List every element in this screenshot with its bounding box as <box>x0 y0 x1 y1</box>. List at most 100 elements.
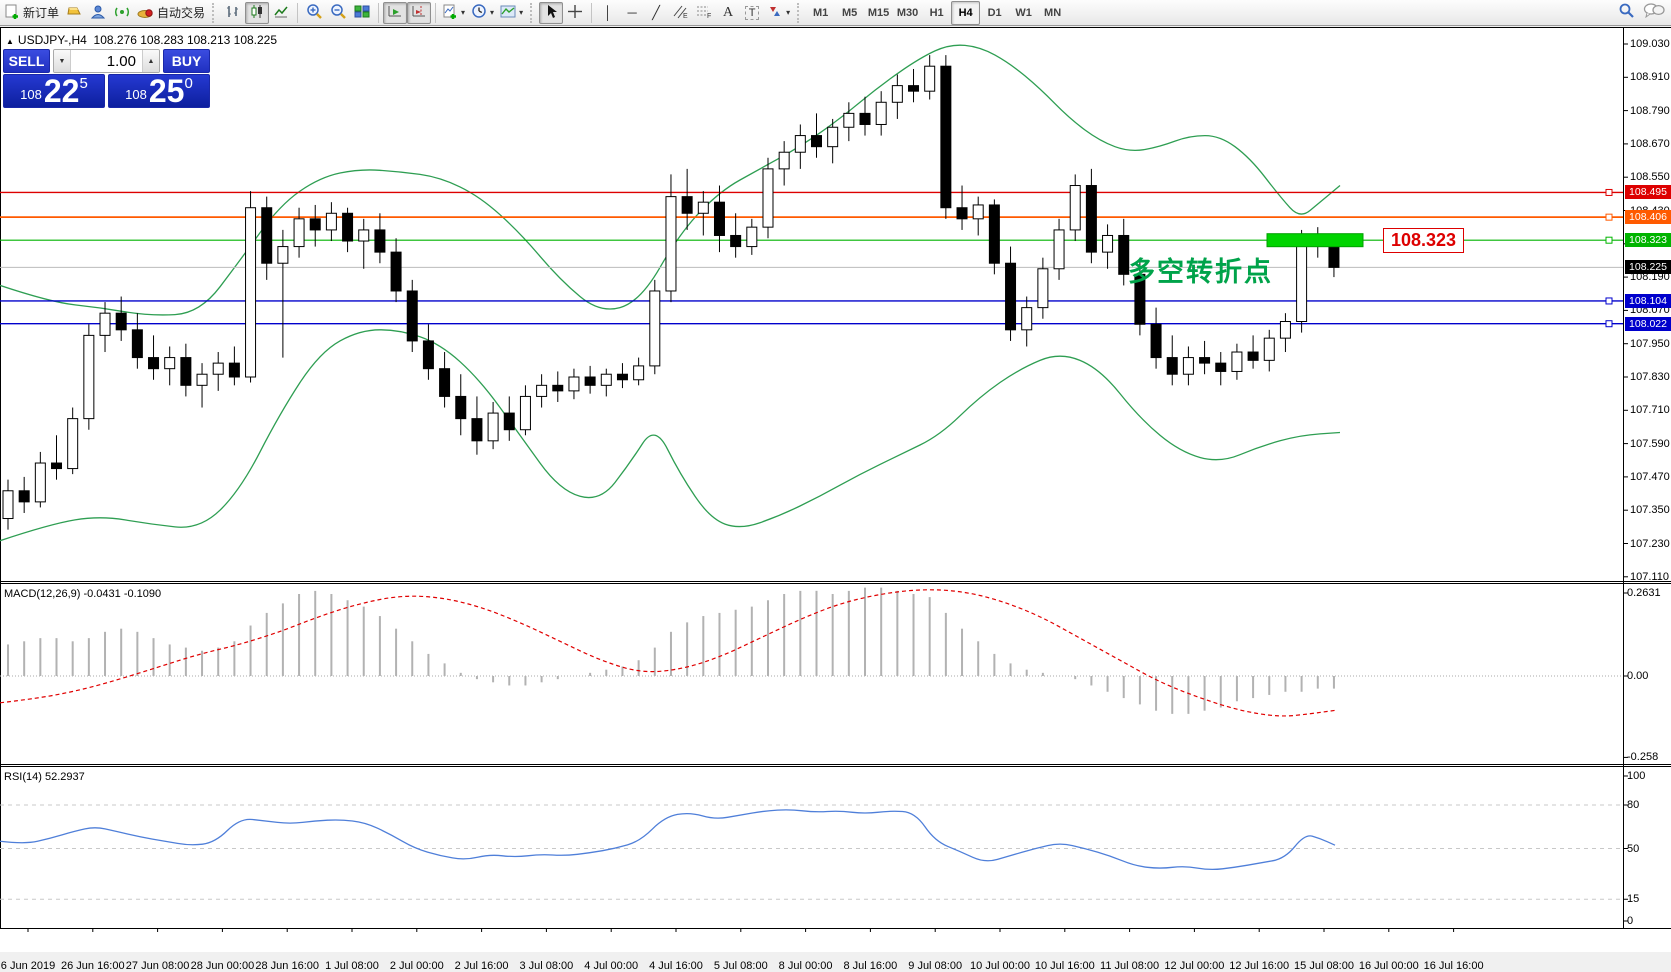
fibonacci-button[interactable]: F <box>692 2 716 24</box>
timeframe-m1[interactable]: M1 <box>812 6 829 19</box>
price-line-tag: 108.104 <box>1625 293 1671 308</box>
indicators-icon <box>443 4 458 22</box>
price-tick: 107.110 <box>1630 570 1669 583</box>
rsi-scale-tick: 100 <box>1627 770 1646 782</box>
candle <box>1263 337 1275 361</box>
volume-input[interactable] <box>71 50 142 72</box>
macd-scale-tick: 0.2631 <box>1627 586 1661 599</box>
svg-text:E: E <box>683 13 688 19</box>
timeframe-m15[interactable]: M15 <box>867 6 890 19</box>
candle <box>1134 273 1146 325</box>
candle <box>245 207 257 378</box>
buy-price-panel[interactable]: 108 25 0 <box>108 74 210 108</box>
candle <box>196 373 208 386</box>
candle <box>277 246 289 264</box>
tile-windows-icon <box>354 4 370 22</box>
vertical-line-button[interactable]: │ <box>596 2 620 24</box>
timeframe-mn[interactable]: MN <box>1044 6 1062 19</box>
candle <box>1085 185 1097 253</box>
chart-shift-button[interactable] <box>407 1 432 24</box>
timeframe-m5[interactable]: M5 <box>841 6 858 19</box>
timeframe-d1[interactable]: D1 <box>987 6 1002 19</box>
rsi-line <box>0 809 1336 871</box>
rsi-scale-tick: 15 <box>1627 893 1640 906</box>
candle <box>1199 357 1211 364</box>
chat-icon[interactable] <box>1643 2 1665 23</box>
signals-button[interactable] <box>110 2 134 24</box>
ohlc-values: 108.276 108.283 108.213 108.225 <box>93 33 278 47</box>
price-tick: 107.590 <box>1630 437 1670 450</box>
horizontal-line-button[interactable]: ─ <box>620 2 644 24</box>
macd-layer <box>0 587 1623 717</box>
candle <box>1069 185 1081 231</box>
candle <box>713 201 725 236</box>
timeframe-m30[interactable]: M30 <box>896 6 919 19</box>
collapse-panel-icon[interactable]: ▲ <box>6 37 14 46</box>
text-label-button[interactable]: T <box>740 2 764 24</box>
candle <box>940 65 952 209</box>
candle <box>148 357 160 370</box>
timeframe-group: M1 M5 M15 M30 H1 H4 D1 W1 MN <box>806 0 1067 25</box>
buy-button[interactable]: BUY <box>163 49 210 73</box>
text-button[interactable]: A <box>716 2 740 24</box>
candle <box>811 135 822 148</box>
toolbar-grip[interactable] <box>212 2 217 23</box>
templates-button[interactable]: ▾ <box>497 2 526 24</box>
arrows-button[interactable]: ▾ <box>764 2 793 24</box>
candle <box>956 207 968 220</box>
timeframe-h1[interactable]: H1 <box>929 6 944 19</box>
equidistant-channel-button[interactable]: E <box>668 2 692 24</box>
toolbar-separator <box>591 2 593 23</box>
trendline-button[interactable]: ╱ <box>644 2 668 24</box>
chart-canvas[interactable] <box>0 28 1671 952</box>
auto-trading-button[interactable]: 自动交易 <box>134 2 208 24</box>
sell-button[interactable]: SELL <box>3 49 50 73</box>
candle <box>164 357 176 370</box>
bar-chart-button[interactable] <box>221 2 245 24</box>
candle <box>99 312 111 336</box>
volume-increase-button[interactable]: ▲ <box>142 50 159 72</box>
candle <box>633 365 645 381</box>
new-order-button[interactable]: 新订单 <box>2 2 62 24</box>
line-chart-button[interactable] <box>269 2 293 24</box>
candle <box>51 462 63 470</box>
search-icon[interactable] <box>1618 2 1635 24</box>
candle <box>115 312 127 331</box>
profile-button[interactable] <box>86 2 110 24</box>
timeframe-h4[interactable]: H4 <box>951 0 981 25</box>
candle <box>600 373 612 386</box>
toolbar-grip[interactable] <box>797 2 802 23</box>
candle <box>471 418 483 442</box>
price-tick: 108.550 <box>1630 171 1670 184</box>
candlestick-chart-button[interactable] <box>245 1 270 24</box>
sell-price-panel[interactable]: 108 22 5 <box>3 74 105 108</box>
candle <box>422 340 434 370</box>
volume-decrease-button[interactable]: ▼ <box>54 50 71 72</box>
auto-scroll-button[interactable] <box>383 1 408 24</box>
periods-button[interactable]: ▾ <box>468 2 497 24</box>
candle <box>131 329 143 359</box>
timeframe-w1[interactable]: W1 <box>1015 6 1032 19</box>
candle <box>649 290 661 367</box>
chart-window[interactable]: ▲ USDJPY-,H4 108.276 108.283 108.213 108.… <box>0 27 1671 972</box>
market-watch-button[interactable] <box>62 2 86 24</box>
toolbar-grip[interactable] <box>530 2 535 23</box>
arrows-dropdown-icon: ▾ <box>786 8 791 17</box>
zoom-in-button[interactable] <box>302 2 326 24</box>
zoom-out-button[interactable] <box>326 2 350 24</box>
crosshair-button[interactable] <box>563 2 587 24</box>
periods-dropdown-icon: ▾ <box>490 8 495 17</box>
candle <box>1279 321 1291 339</box>
candle <box>875 101 887 125</box>
indicators-button[interactable]: ▾ <box>440 2 468 24</box>
main-toolbar: 新订单 自动交易 ▾ ▾ <box>0 0 1671 26</box>
candlestick-chart-icon <box>249 4 265 22</box>
sell-price-point: 5 <box>79 75 88 92</box>
cursor-button[interactable] <box>539 1 564 24</box>
price-tick: 107.350 <box>1630 504 1670 517</box>
candle <box>439 368 451 397</box>
tile-windows-button[interactable] <box>350 2 374 24</box>
line-handle <box>1605 236 1613 244</box>
trendline-icon: ╱ <box>652 4 660 20</box>
candle <box>212 362 224 375</box>
